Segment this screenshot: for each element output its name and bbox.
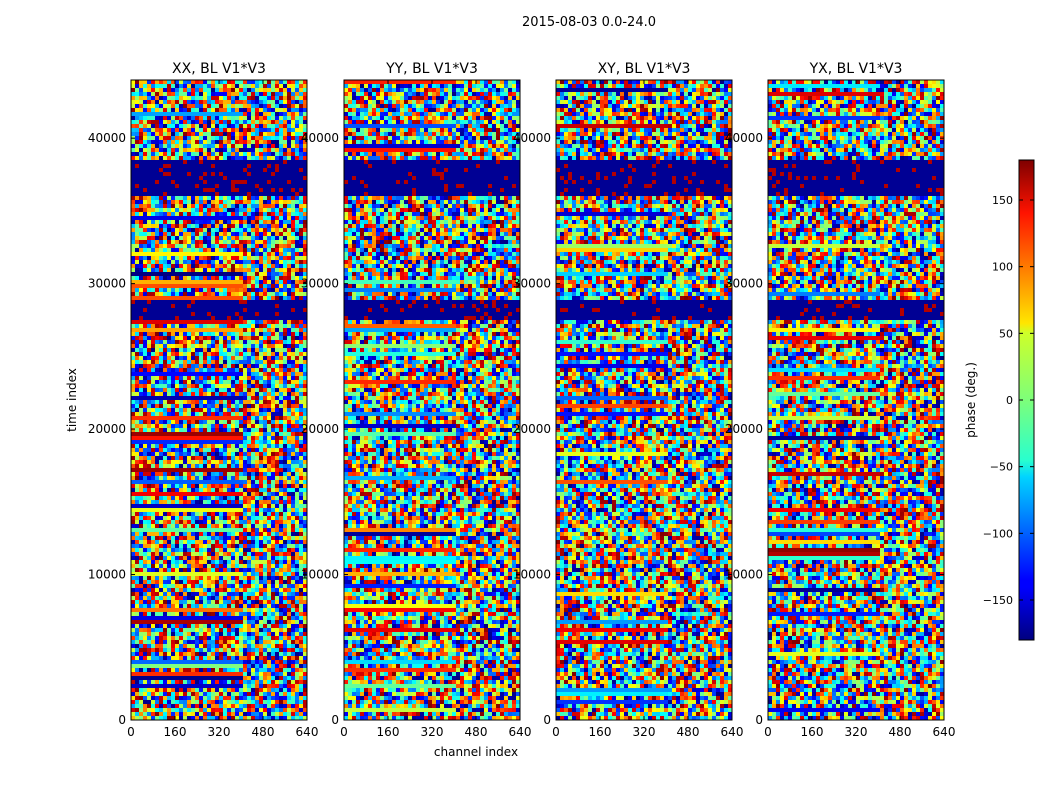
panel-title: XY, BL V1*V3 — [598, 61, 691, 77]
y-tick-label: 0 — [755, 713, 763, 727]
y-tick-label: 20000 — [301, 422, 339, 436]
x-tick-label: 160 — [589, 725, 612, 739]
heatmap-panel: XX, BL V1*V3 0 160 320 480 640 0 10000 20000 3000… — [88, 61, 319, 739]
y-tick-label: 40000 — [88, 131, 126, 145]
y-tick-label: 0 — [331, 713, 339, 727]
x-tick-label: 640 — [721, 725, 744, 739]
colorbar-tick-label: 150 — [992, 194, 1013, 207]
x-tick-label: 320 — [633, 725, 656, 739]
x-tick-label: 320 — [421, 725, 444, 739]
panel-title: YX, BL V1*V3 — [809, 61, 903, 77]
heatmap-cells — [131, 80, 307, 720]
x-tick-label: 640 — [509, 725, 532, 739]
x-tick-label: 160 — [801, 725, 824, 739]
colorbar-tick-label: 0 — [1006, 394, 1013, 407]
y-tick-label: 40000 — [301, 131, 339, 145]
panel-title: YY, BL V1*V3 — [385, 61, 478, 77]
heatmap-panel: XY, BL V1*V3 0 160 320 480 640 0 10000 20000 3000… — [513, 61, 744, 739]
heatmap-cells — [768, 80, 944, 720]
x-tick-label: 0 — [340, 725, 348, 739]
heatmap-panel: YX, BL V1*V3 0 160 320 480 640 0 10000 20000 3000… — [725, 61, 956, 739]
colorbar-tick-label: −150 — [983, 594, 1013, 607]
x-tick-label: 160 — [377, 725, 400, 739]
y-tick-label: 30000 — [301, 277, 339, 291]
x-tick-label: 640 — [296, 725, 319, 739]
colorbar-tick-label: 100 — [992, 261, 1013, 274]
x-tick-label: 320 — [208, 725, 231, 739]
colorbar-tick-label: −100 — [983, 527, 1013, 540]
y-tick-label: 10000 — [725, 568, 763, 582]
heatmap-cells — [344, 80, 520, 720]
y-tick-label: 40000 — [513, 131, 551, 145]
y-tick-label: 10000 — [513, 568, 551, 582]
y-tick-label: 20000 — [725, 422, 763, 436]
x-tick-label: 480 — [465, 725, 488, 739]
y-tick-label: 40000 — [725, 131, 763, 145]
heatmap-panel: YY, BL V1*V3 0 160 320 480 640 0 10000 20000 3000… — [301, 61, 532, 739]
y-tick-label: 0 — [118, 713, 126, 727]
y-tick-label: 0 — [543, 713, 551, 727]
x-tick-label: 480 — [677, 725, 700, 739]
y-axis-label: time index — [65, 368, 79, 432]
y-tick-label: 30000 — [88, 277, 126, 291]
y-tick-label: 30000 — [725, 277, 763, 291]
x-tick-label: 0 — [127, 725, 135, 739]
figure-suptitle: 2015-08-03 0.0-24.0 — [522, 15, 656, 30]
x-tick-label: 320 — [845, 725, 868, 739]
panel-title: XX, BL V1*V3 — [172, 61, 266, 77]
colorbar-label: phase (deg.) — [964, 362, 978, 438]
x-tick-label: 640 — [933, 725, 956, 739]
y-tick-label: 20000 — [88, 422, 126, 436]
colorbar-tick-label: −50 — [990, 461, 1013, 474]
x-axis-label: channel index — [434, 745, 518, 759]
heatmap-cells — [556, 80, 732, 720]
x-tick-label: 480 — [252, 725, 275, 739]
x-tick-label: 480 — [889, 725, 912, 739]
y-tick-label: 20000 — [513, 422, 551, 436]
x-tick-label: 0 — [552, 725, 560, 739]
y-tick-label: 30000 — [513, 277, 551, 291]
y-tick-label: 10000 — [88, 568, 126, 582]
colorbar: 150 100 50 0 −50 −100 −150 phase (deg.) — [964, 160, 1034, 640]
x-tick-label: 160 — [164, 725, 187, 739]
x-tick-label: 0 — [764, 725, 772, 739]
colorbar-tick-label: 50 — [999, 327, 1013, 340]
y-tick-label: 10000 — [301, 568, 339, 582]
